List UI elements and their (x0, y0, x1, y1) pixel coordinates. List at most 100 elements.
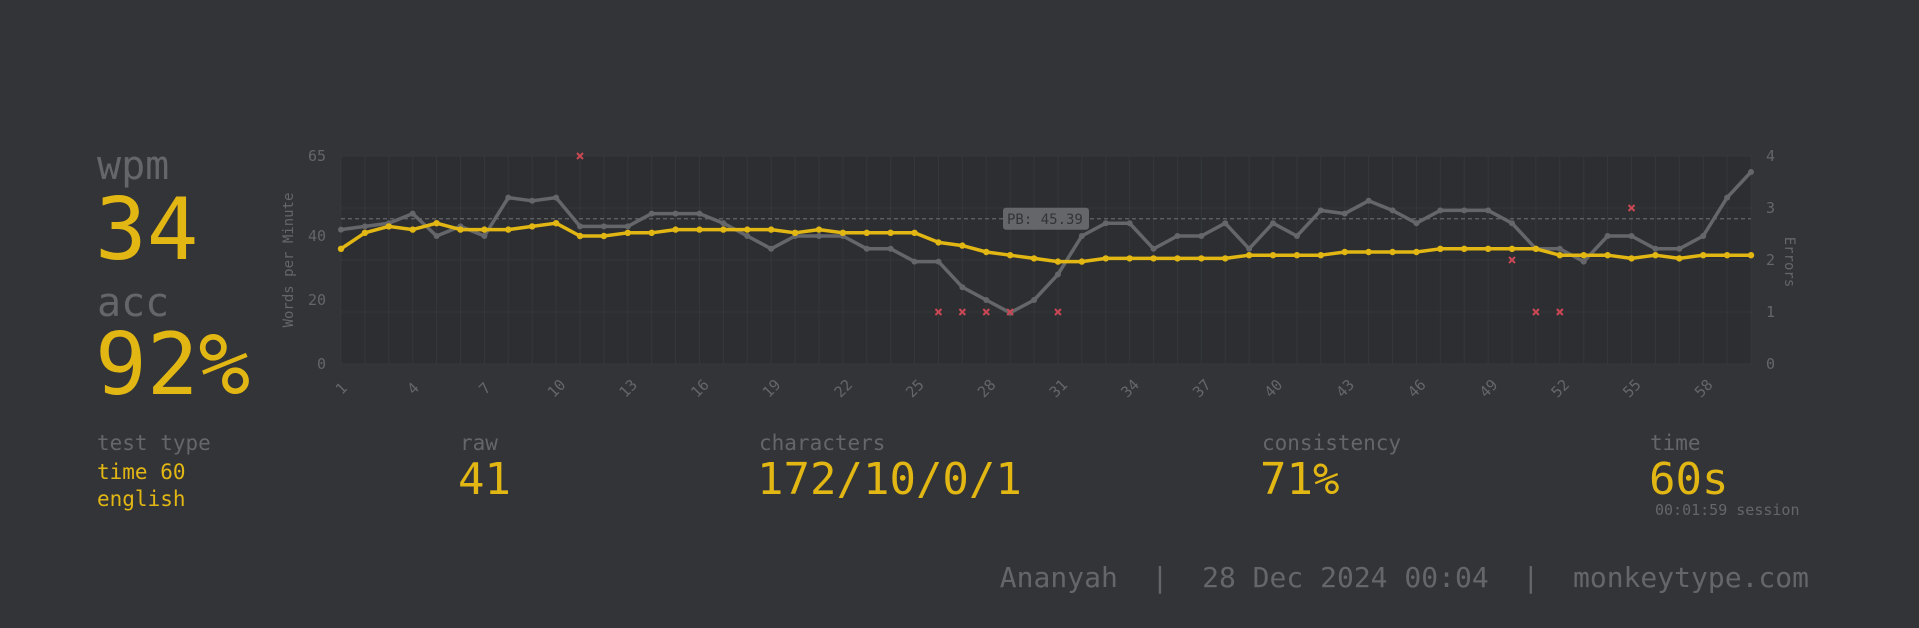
raw-point (815, 233, 822, 239)
wpm-point (409, 226, 416, 233)
raw-point (600, 223, 607, 230)
y2-axis-label: Errors (1781, 237, 1797, 288)
raw-point (1700, 233, 1707, 239)
footer-site: monkeytype.com (1572, 561, 1809, 594)
accuracy-value: 92% (95, 315, 251, 415)
x-tick-label: 7 (475, 379, 494, 398)
raw-point (1150, 245, 1157, 252)
wpm-point (385, 223, 392, 230)
raw-point (1628, 233, 1635, 239)
raw-point (1078, 233, 1085, 239)
raw-point (1246, 245, 1253, 252)
error-cross-stroke (1627, 204, 1636, 212)
raw-point (696, 210, 703, 217)
characters-value: 172/10/0/1 (757, 454, 1022, 505)
raw-point (887, 245, 894, 252)
wpm-point (983, 248, 990, 256)
raw-point (959, 284, 966, 291)
wpm-point (481, 226, 488, 233)
wpm-point (457, 226, 464, 233)
wpm-point (1556, 252, 1564, 259)
error-marker (982, 308, 990, 316)
error-cross-stroke (1532, 308, 1540, 316)
error-marker (1556, 308, 1564, 316)
wpm-point (1174, 255, 1181, 262)
wpm-point (1365, 248, 1372, 256)
test-type-mode: time 60 (97, 460, 186, 484)
wpm-point (1652, 252, 1659, 259)
wpm-point (696, 226, 703, 233)
wpm-point (528, 223, 536, 230)
raw-point (1031, 297, 1038, 303)
accuracy-label: acc (97, 280, 170, 326)
wpm-point (720, 226, 727, 233)
footer-username: Ananyah (999, 561, 1118, 594)
wpm-point (1006, 252, 1014, 259)
y-tick-label: 40 (308, 227, 326, 245)
wpm-point (1723, 252, 1731, 259)
raw-point (1198, 233, 1205, 239)
wpm-point (1245, 252, 1253, 259)
result-footer: Ananyah | 28 Dec 2024 00:04 | monkeytype… (1000, 560, 1809, 596)
y2-tick-label: 3 (1766, 199, 1775, 217)
personal-best-badge: PB: 45.39 (1003, 207, 1089, 230)
wpm-point (1484, 245, 1492, 252)
x-tick-label: 4 (404, 379, 423, 398)
error-cross-stroke (1054, 308, 1062, 316)
raw-point (1437, 207, 1444, 214)
raw-point (361, 223, 368, 230)
error-marker (1006, 308, 1014, 316)
raw-point (409, 210, 416, 217)
raw-point (1485, 207, 1492, 214)
raw-point (505, 194, 512, 201)
wpm-point (1676, 255, 1683, 262)
y-tick-label: 20 (308, 291, 326, 309)
raw-point (1054, 271, 1061, 278)
wpm-point (1700, 252, 1707, 259)
wpm-point (1293, 252, 1301, 259)
wpm-point (433, 220, 440, 227)
y-tick-label: 65 (308, 147, 326, 165)
wpm-point (1461, 245, 1468, 252)
raw-point (529, 197, 536, 204)
wpm-point (505, 226, 512, 233)
error-cross-stroke (576, 152, 584, 160)
raw-point (911, 258, 918, 265)
raw-point (1222, 220, 1229, 227)
wpm-point (1222, 255, 1229, 262)
raw-point (1556, 245, 1563, 252)
wpm-point (839, 229, 847, 236)
raw-point (1724, 194, 1731, 201)
raw-point (1174, 233, 1181, 239)
wpm-point (1317, 252, 1325, 259)
x-tick-label: 46 (1404, 376, 1430, 402)
raw-point (1389, 207, 1396, 214)
raw-point (648, 210, 655, 217)
wpm-point (361, 229, 369, 236)
wpm-point (887, 229, 894, 236)
x-tick-label: 13 (615, 376, 641, 402)
raw-point (1270, 220, 1277, 227)
test-type-label: test type (97, 431, 211, 455)
y2-tick-label: 4 (1766, 147, 1775, 165)
error-marker (576, 152, 584, 160)
raw-point (1365, 197, 1372, 204)
y2-tick-label: 1 (1766, 303, 1775, 321)
x-tick-label: 34 (1117, 376, 1143, 402)
wpm-point (815, 226, 823, 233)
raw-point (1676, 245, 1683, 252)
wpm-point (1126, 255, 1133, 262)
raw-value: 41 (458, 454, 511, 505)
test-type-language: english (97, 487, 186, 511)
x-tick-label: 49 (1476, 376, 1502, 402)
x-tick-label: 40 (1261, 376, 1287, 402)
wpm-label: wpm (97, 143, 170, 189)
x-tick-label: 25 (902, 376, 928, 402)
raw-point (338, 226, 344, 233)
x-tick-label: 37 (1189, 376, 1215, 402)
wpm-point (1604, 252, 1611, 259)
raw-point (935, 258, 942, 265)
error-marker (1627, 204, 1636, 212)
